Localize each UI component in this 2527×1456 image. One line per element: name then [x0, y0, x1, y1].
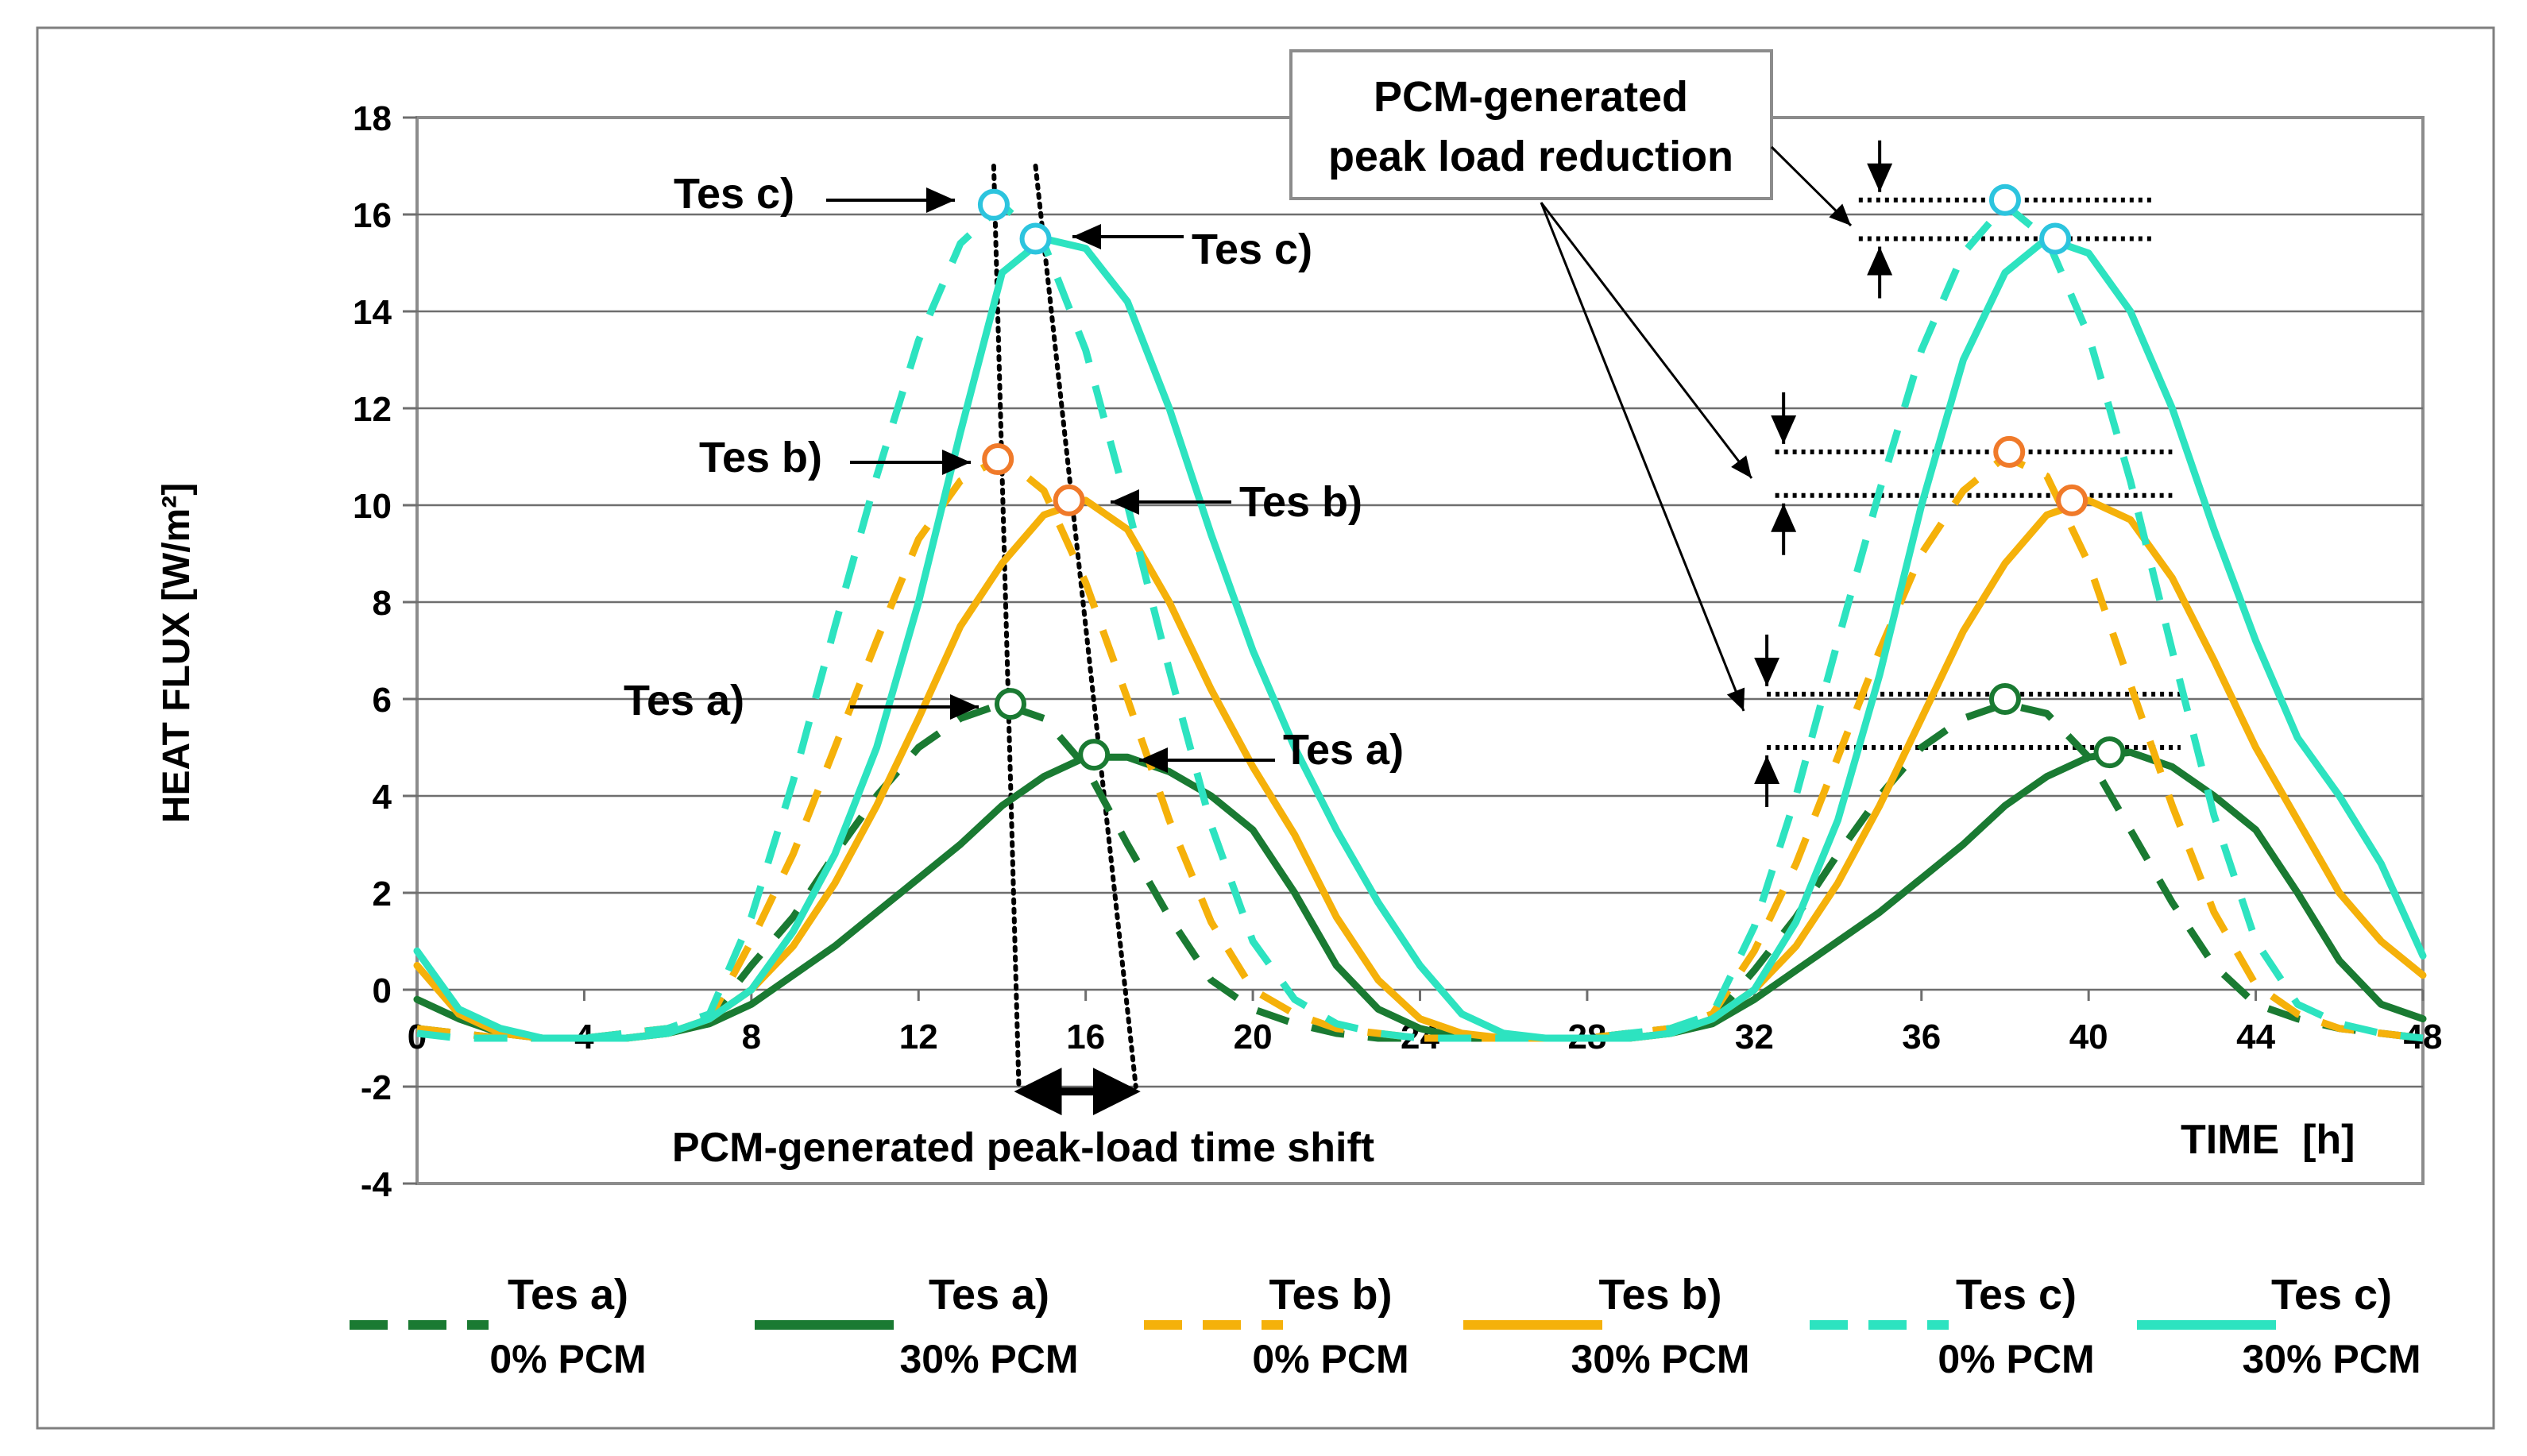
time-shift-label: PCM-generated peak-load time shift — [672, 1125, 1374, 1171]
x-tick-label: 44 — [2236, 1018, 2275, 1056]
legend-sublabel-2: 0% PCM — [1252, 1337, 1408, 1381]
legend-label-2: Tes b) — [1269, 1271, 1392, 1319]
peak-marker-7 — [2093, 736, 2126, 769]
legend-label-3: Tes b) — [1598, 1271, 1721, 1319]
reduction-box-line2: peak load reduction — [1328, 133, 1733, 180]
reduction-box — [1289, 49, 1773, 200]
y-tick-label: 6 — [373, 681, 392, 720]
y-tick-label: 2 — [373, 875, 392, 913]
reduction-annotation: PCM-generated peak load reduction — [1289, 49, 1853, 712]
legend-sublabel-3: 30% PCM — [1571, 1337, 1749, 1381]
legend-label-0: Tes a) — [508, 1271, 628, 1319]
time-shift-guide-0 — [991, 164, 1022, 1089]
annotation-tes-c-right: Tes c) — [1192, 226, 1312, 273]
legend-sublabel-0: 0% PCM — [489, 1337, 646, 1381]
series-lines — [413, 201, 2427, 1042]
series-line-tes-c-0-pcm — [416, 201, 2424, 1042]
peak-marker-11 — [2039, 222, 2072, 255]
reduction-pointer-bottom — [1540, 202, 1745, 712]
x-tick-label: 12 — [899, 1018, 938, 1056]
x-tick-label: 40 — [2069, 1018, 2108, 1056]
peak-markers — [977, 183, 2126, 771]
y-tick-label: 4 — [373, 778, 392, 817]
annotation-tes-b-right: Tes b) — [1239, 478, 1362, 526]
annotation-tes-a-right: Tes a) — [1283, 726, 1404, 774]
legend-sublabel-1: 30% PCM — [899, 1337, 1078, 1381]
peak-marker-0 — [994, 688, 1026, 720]
x-tick-label: 32 — [1735, 1018, 1774, 1056]
peak-marker-10 — [1988, 183, 2021, 216]
y-tick-label: 14 — [353, 293, 392, 332]
time-shift-guide-1 — [1033, 164, 1138, 1089]
peak-annotations: Tes c) Tes c) Tes b) Tes b) Tes a) Tes a… — [624, 170, 1404, 774]
legend-label-1: Tes a) — [929, 1271, 1049, 1319]
x-tick-label: 16 — [1066, 1018, 1105, 1056]
series-line-tes-a-30-pcm — [413, 748, 2427, 1042]
legend-sublabel-5: 30% PCM — [2242, 1337, 2421, 1381]
peak-marker-1 — [1078, 739, 1111, 771]
x-tick-label: 20 — [1234, 1018, 1273, 1056]
legend-label-4: Tes c) — [1956, 1271, 2077, 1319]
y-tick-label: 0 — [373, 971, 392, 1010]
peak-marker-2 — [982, 443, 1014, 476]
x-axis-title: TIME [h] — [2181, 1117, 2355, 1163]
peak-marker-3 — [1053, 484, 1085, 516]
y-tick-label: -2 — [361, 1068, 392, 1107]
series-line-tes-c-30-pcm — [413, 235, 2427, 1042]
y-tick-label: -4 — [361, 1165, 392, 1204]
y-axis-ticks: -4 -2 0 2 4 6 8 10 12 14 16 18 — [353, 99, 417, 1204]
annotation-tes-b-left: Tes b) — [699, 434, 822, 481]
x-tick-label: 36 — [1902, 1018, 1941, 1056]
y-tick-label: 8 — [373, 584, 392, 623]
peak-marker-8 — [1993, 435, 2026, 468]
annotation-tes-c-left: Tes c) — [674, 170, 794, 218]
reduction-pointer-mid — [1540, 202, 1753, 479]
y-tick-label: 18 — [353, 99, 392, 138]
reduction-box-line1: PCM-generated — [1374, 73, 1688, 121]
x-tick-label: 8 — [742, 1018, 761, 1056]
legend: Tes a) 0% PCM Tes a) 30% PCM Tes b) 0% PCM Tes… — [350, 1271, 2421, 1381]
peak-marker-6 — [1988, 683, 2021, 715]
y-tick-label: 16 — [353, 196, 392, 235]
peak-marker-4 — [977, 188, 1010, 221]
y-tick-label: 12 — [353, 390, 392, 429]
guide-lines — [991, 140, 2181, 1116]
annotation-tes-a-left: Tes a) — [624, 677, 744, 724]
peak-marker-5 — [1019, 222, 1052, 255]
peak-marker-9 — [2056, 484, 2088, 516]
legend-label-5: Tes c) — [2271, 1271, 2392, 1319]
y-axis-title: HEAT FLUX [W/m²] — [156, 483, 198, 823]
legend-sublabel-4: 0% PCM — [1938, 1337, 2094, 1381]
reduction-pointer-top — [1770, 145, 1853, 227]
y-tick-label: 10 — [353, 487, 392, 526]
